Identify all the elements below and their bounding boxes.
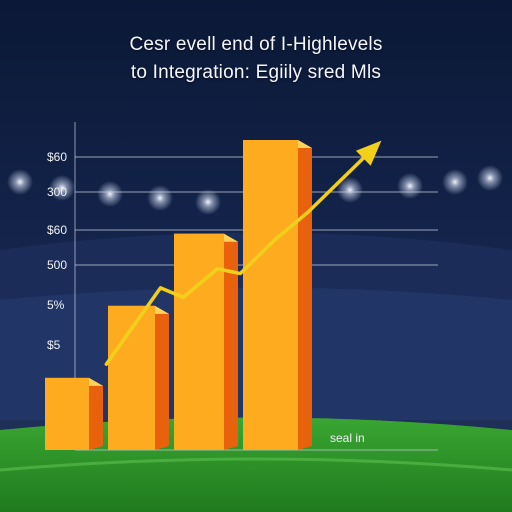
chart-title-line-1: Cesr evell end of I-Highlevels [129,34,383,55]
bar [45,377,103,450]
y-tick-label: 300 [47,185,67,199]
trend-line [104,143,379,366]
stadium-light [97,181,123,207]
trend-arrowhead [355,140,382,166]
bar [174,233,238,450]
stadium-light [195,189,221,215]
y-tick-label: 5% [47,298,65,312]
y-tick-label: $60 [47,223,67,237]
bar [243,140,312,450]
y-tick-label: 500 [47,258,67,272]
stadium-light [49,175,75,201]
y-tick-label: $5 [47,338,61,352]
y-tick-label: $60 [47,150,67,164]
bar [108,305,169,450]
stadium-light [477,165,503,191]
chart-annotation: seal in [330,431,365,445]
stadium-light [442,169,468,195]
stadium-light [337,177,363,203]
chart-title-line-2: to Integration: Egiily sred Mls [130,62,382,83]
stadium-light [7,169,33,195]
